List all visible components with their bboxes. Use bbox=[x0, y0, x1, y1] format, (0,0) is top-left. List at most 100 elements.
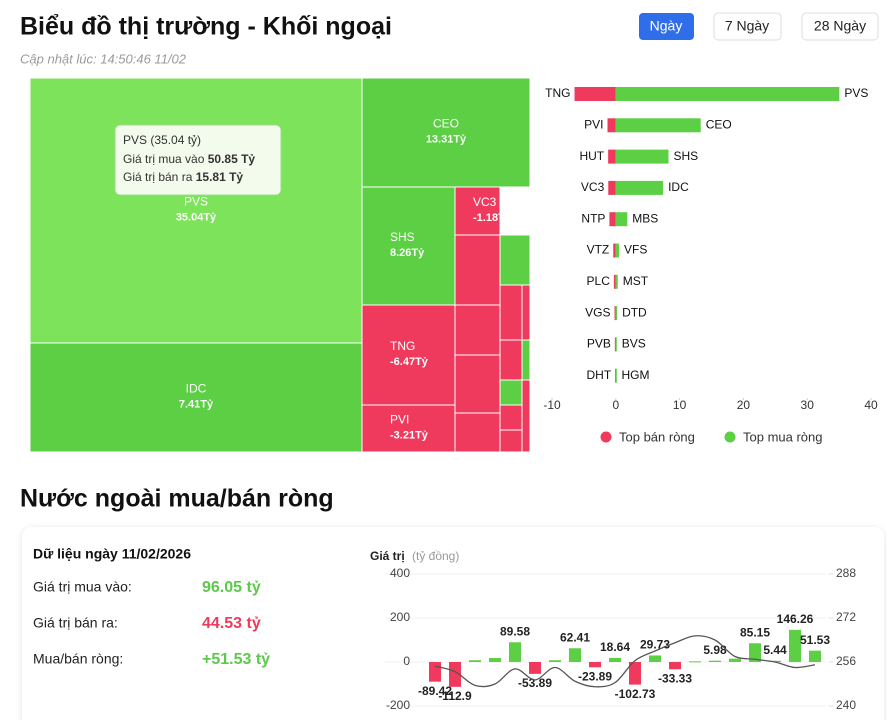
page-title: Biểu đồ thị trường - Khối ngoại bbox=[20, 13, 392, 41]
treemap-cell bbox=[361, 186, 456, 306]
y-tick-label: 200 bbox=[390, 610, 410, 624]
data-label: 51.53 bbox=[800, 633, 830, 647]
x-tick-label: 30 bbox=[801, 398, 815, 412]
bar bbox=[614, 306, 616, 321]
bar-label: IDC bbox=[668, 180, 689, 194]
tooltip-label: Giá trị bán ra bbox=[123, 170, 193, 184]
net-bar-chart: -10 0 10 20 30 40 TNG PVI HUT VC3 NTP VTZ PLC VGS PVB D… bbox=[543, 86, 878, 444]
tooltip-value: 15.81 Tỷ bbox=[196, 170, 244, 184]
data-label: 62.41 bbox=[560, 630, 590, 644]
x-tick-label: 20 bbox=[737, 398, 751, 412]
tab-button[interactable] bbox=[713, 12, 782, 41]
treemap-value: 8.26Tỷ bbox=[390, 247, 425, 259]
tab-label[interactable]: 7 Ngày bbox=[725, 18, 769, 34]
treemap-cell bbox=[499, 339, 523, 381]
summary-value: 44.53 tỷ bbox=[202, 615, 261, 632]
data-label: 18.64 bbox=[600, 640, 630, 654]
y2-tick-label: 272 bbox=[836, 610, 856, 624]
bar bbox=[429, 662, 441, 682]
panel bbox=[22, 527, 884, 720]
summary-value: +51.53 tỷ bbox=[202, 651, 270, 668]
bar bbox=[574, 87, 616, 101]
tabs: Ngày 7 Ngày 28 Ngày bbox=[639, 12, 879, 41]
treemap-value: 13.31Tỷ bbox=[426, 133, 467, 145]
bar bbox=[615, 368, 617, 383]
bar-label: MBS bbox=[632, 211, 658, 225]
data-label: -112.9 bbox=[438, 689, 472, 703]
treemap-cell bbox=[361, 404, 456, 453]
data-label: -89.42 bbox=[418, 684, 452, 698]
update-time: Cập nhật lúc: 14:50:46 11/02 bbox=[20, 51, 187, 66]
x-tick-label: 0 bbox=[612, 398, 619, 412]
tooltip-row: Giá trị bán ra 15.81 Tỷ bbox=[123, 170, 243, 184]
bar bbox=[615, 274, 618, 289]
y2-tick-label: 288 bbox=[836, 566, 856, 580]
legend-swatch bbox=[724, 431, 736, 443]
tab-label[interactable]: 28 Ngày bbox=[814, 18, 866, 34]
summary-value: 96.05 tỷ bbox=[202, 579, 261, 596]
x-tick-label: -10 bbox=[543, 398, 561, 412]
treemap-cell bbox=[499, 379, 523, 406]
treemap-cell bbox=[454, 186, 501, 236]
bar bbox=[615, 337, 617, 352]
tooltip-value: 50.85 Tỷ bbox=[208, 152, 256, 166]
bar-label: PLC bbox=[587, 274, 611, 288]
treemap-label: PVS bbox=[184, 195, 208, 209]
summary-label: Mua/bán ròng: bbox=[33, 651, 123, 667]
treemap-cell bbox=[521, 379, 531, 453]
x-tick-label: 40 bbox=[864, 398, 878, 412]
bar bbox=[615, 149, 669, 164]
bar bbox=[489, 658, 501, 662]
bar bbox=[608, 180, 616, 195]
line bbox=[434, 635, 816, 688]
tab-button[interactable] bbox=[639, 13, 694, 40]
bar-label: TNG bbox=[545, 86, 570, 100]
data-label: 5.98 bbox=[703, 643, 727, 657]
bar bbox=[589, 662, 601, 668]
data-label: 146.26 bbox=[777, 612, 814, 626]
treemap-cell bbox=[521, 339, 531, 381]
bar bbox=[529, 662, 541, 674]
treemap-value: 7.41Tỷ bbox=[179, 398, 214, 410]
bar bbox=[669, 662, 681, 670]
bar bbox=[607, 118, 616, 133]
treemap-cell bbox=[499, 234, 531, 286]
treemap-small-cells bbox=[454, 234, 531, 453]
tooltip-row: Giá trị mua vào 50.85 Tỷ bbox=[123, 152, 255, 166]
data-label: 29.73 bbox=[640, 638, 670, 652]
bar bbox=[549, 660, 561, 662]
bar bbox=[615, 368, 617, 383]
legend-label: Top bán ròng bbox=[619, 429, 695, 444]
chart-subtitle: (tỷ đồng) bbox=[412, 549, 459, 563]
treemap-label: IDC bbox=[186, 382, 207, 396]
treemap-cell bbox=[499, 284, 523, 341]
bar bbox=[509, 642, 521, 662]
treemap-cell bbox=[521, 284, 531, 341]
bar bbox=[649, 655, 661, 662]
data-label: -33.33 bbox=[658, 672, 692, 686]
bar-label: DHT bbox=[586, 368, 611, 382]
section-title: Nước ngoài mua/bán ròng bbox=[20, 485, 334, 513]
bar-label: DTD bbox=[622, 305, 647, 319]
x-tick-label: 10 bbox=[673, 398, 687, 412]
treemap-value: -3.21Tỷ bbox=[390, 429, 429, 441]
bar bbox=[449, 662, 461, 687]
treemap: PVS 35.04Tỷ IDC 7.41Tỷ CEO 13.31Tỷ SHS 8.26Tỷ VC… bbox=[29, 77, 531, 453]
bar-label: SHS bbox=[673, 149, 698, 163]
bar-label: NTP bbox=[581, 211, 605, 225]
treemap-cell bbox=[454, 234, 501, 306]
treemap-label: PVI bbox=[390, 413, 409, 427]
bar bbox=[615, 306, 618, 321]
tab-button[interactable] bbox=[801, 12, 879, 41]
bar-label: HUT bbox=[579, 149, 604, 163]
treemap-cell bbox=[29, 342, 363, 453]
treemap-cell bbox=[361, 77, 531, 188]
treemap-label: CEO bbox=[433, 117, 459, 131]
treemap-value: -6.47Tỷ bbox=[390, 356, 429, 368]
tab-label[interactable]: Ngày bbox=[650, 18, 683, 34]
legend-label: Top mua ròng bbox=[743, 429, 823, 444]
data-label: -53.89 bbox=[518, 676, 552, 690]
treemap-cell bbox=[454, 354, 501, 414]
y2-tick-label: 240 bbox=[836, 698, 856, 712]
